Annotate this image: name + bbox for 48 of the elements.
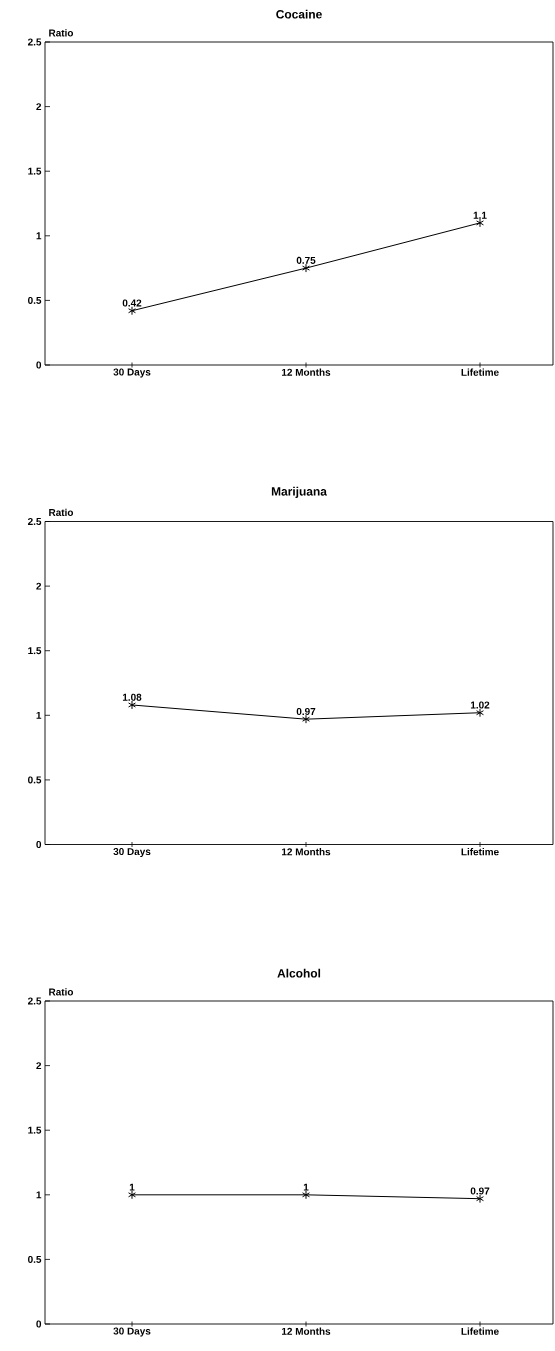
chart-title: Cocaine: [276, 9, 322, 19]
x-tick-label: Lifetime: [461, 1327, 499, 1335]
data-label: 1: [303, 1183, 309, 1191]
y-tick-label: 1: [36, 711, 42, 719]
data-label: 0.97: [296, 707, 316, 715]
y-tick-label: 1: [36, 232, 42, 240]
data-label: 1.08: [122, 693, 142, 701]
point: [128, 306, 136, 316]
data-label: 0.42: [122, 299, 142, 307]
x-tick-label: Lifetime: [461, 368, 499, 376]
y-tick-label: 2.5: [27, 997, 42, 1005]
data-label: 1.02: [470, 701, 490, 709]
x-tick-label: 30 Days: [113, 368, 151, 378]
y-tick-label: 1: [36, 1191, 42, 1199]
x-tick-label: 12 Months: [282, 1327, 331, 1335]
y-tick-label: 0: [36, 361, 42, 369]
data-label: 1.1: [473, 211, 487, 219]
y-tick-label: 1.5: [28, 167, 42, 175]
point: [302, 263, 310, 273]
data-label: 0.75: [296, 256, 316, 264]
point: [476, 218, 484, 228]
y-tick-label: 0.5: [28, 296, 42, 304]
x-tick-label: 30 Days: [113, 848, 151, 858]
y-axis-title: Ratio: [49, 508, 74, 516]
y-tick-label: 1.5: [28, 1126, 42, 1134]
point: [476, 708, 484, 718]
x-tick-label: Lifetime: [461, 848, 499, 856]
point: [302, 714, 310, 724]
y-axis-title: Ratio: [49, 988, 74, 996]
data-label: 0.97: [470, 1187, 490, 1195]
y-tick-label: 2.5: [27, 38, 42, 46]
chart-title: Marijuana: [271, 486, 327, 499]
y-tick-label: 0: [36, 840, 42, 849]
point: [128, 700, 136, 710]
x-tick-label: 30 Days: [113, 1327, 151, 1337]
y-tick-label: 2: [36, 582, 42, 590]
y-axis-title: Ratio: [49, 29, 74, 37]
y-tick-label: 1.5: [28, 647, 42, 655]
y-tick-label: 2.5: [27, 517, 42, 526]
x-tick-label: 12 Months: [282, 848, 331, 856]
y-tick-label: 2: [36, 103, 42, 111]
y-tick-label: 0.5: [28, 1255, 42, 1263]
y-tick-label: 2: [36, 1062, 42, 1070]
y-tick-label: 0: [36, 1320, 42, 1328]
data-label: 1: [129, 1183, 135, 1191]
y-tick-label: 0.5: [28, 776, 42, 784]
x-tick-label: 12 Months: [282, 368, 331, 376]
chart-title: Alcohol: [277, 968, 321, 978]
